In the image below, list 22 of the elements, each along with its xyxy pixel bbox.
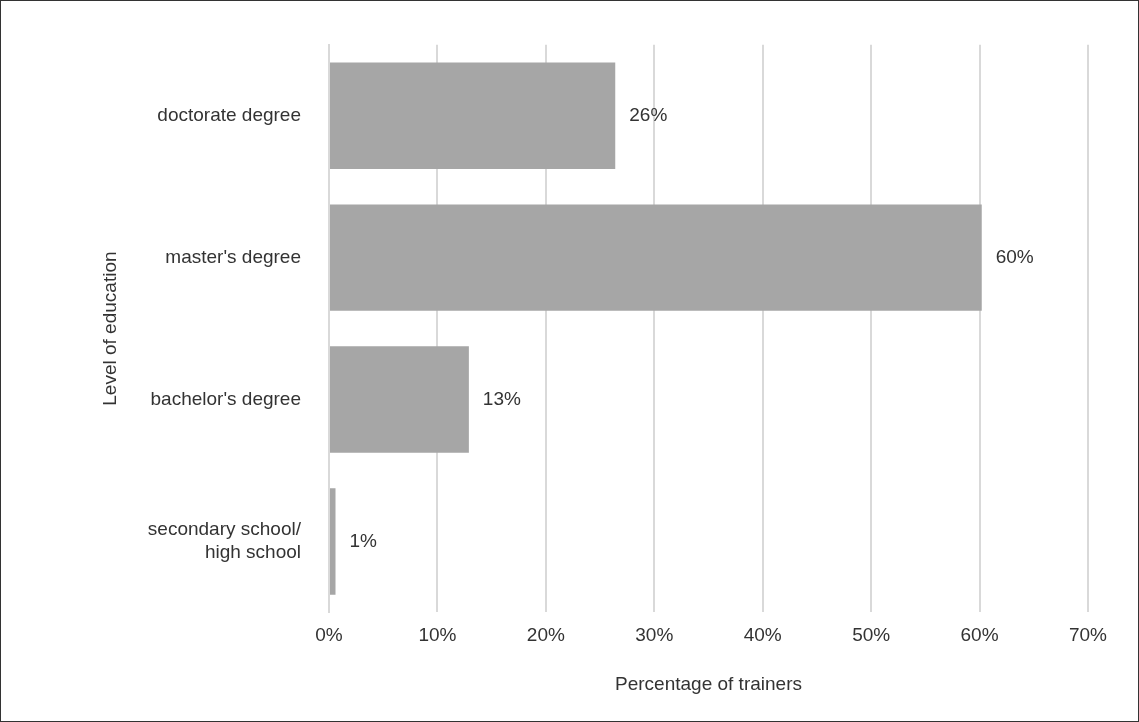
data-label: 13%: [482, 387, 522, 409]
x-tick-label: 70%: [1068, 624, 1108, 646]
x-tick-label: 50%: [852, 624, 891, 646]
x-tick-label: 60%: [960, 624, 999, 646]
x-tick-label: 30%: [635, 624, 674, 646]
bar: [330, 62, 616, 169]
x-tick-label: 20%: [526, 624, 565, 646]
bar: [330, 346, 469, 453]
x-tick-label: 0%: [315, 624, 343, 646]
x-tick-label: 10%: [418, 624, 457, 646]
x-axis-title: Percentage of trainers: [615, 672, 802, 694]
y-tick-label: bachelor's degree: [150, 387, 301, 409]
bar: [330, 204, 982, 311]
y-tick-label: master's degree: [165, 245, 301, 267]
y-tick-label: secondary school/ high school: [147, 518, 302, 563]
bar: [330, 488, 336, 595]
data-label: 26%: [629, 103, 668, 125]
data-label: 60%: [995, 245, 1034, 267]
y-tick-label: doctorate degree: [157, 103, 301, 125]
y-axis-title: Level of education: [98, 251, 120, 406]
x-tick-label: 40%: [743, 624, 782, 646]
data-label: 1%: [349, 529, 378, 551]
